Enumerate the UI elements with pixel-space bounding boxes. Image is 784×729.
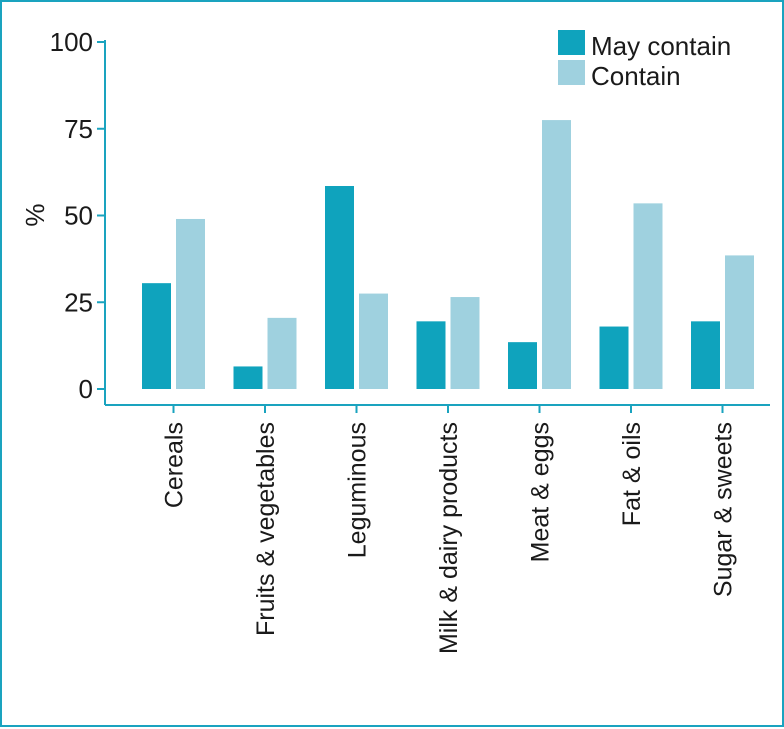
bar-contain [450,297,480,389]
bar-contain [542,120,571,389]
y-tick-label: 50 [64,201,93,231]
legend-label-may-contain: May contain [591,31,731,61]
bar-may-contain [508,342,537,389]
legend-swatch-contain [558,60,585,85]
bar-may-contain [691,321,720,389]
legend-label-contain: Contain [591,61,681,91]
category-label: Sugar & sweets [710,422,738,597]
y-tick-label: 75 [64,114,93,144]
legend-swatch-may-contain [558,30,585,55]
category-label: Milk & dairy products [435,422,463,654]
bar-may-contain [142,283,171,389]
category-labels: Cereals Fruits & vegetables Leguminous Milk… [161,422,738,654]
bar-contain [267,317,297,389]
bar-contain [633,203,663,389]
y-ticks: 0 25 50 75 100 [50,27,105,404]
category-label: Meat & eggs [527,422,555,562]
bar-may-contain [416,321,446,389]
y-axis-title: % [20,203,50,226]
bars [142,120,754,389]
category-label: Fruits & vegetables [252,422,280,636]
axes [104,40,770,413]
category-label: Fat & oils [618,422,646,526]
category-label: Cereals [161,422,189,508]
bar-contain [359,293,388,389]
y-tick-label: 25 [64,287,93,317]
bar-may-contain [599,326,629,389]
bar-may-contain [325,186,354,389]
category-label: Leguminous [344,422,372,558]
y-tick-label: 0 [79,374,93,404]
bar-may-contain [233,366,263,389]
y-tick-label: 100 [50,27,93,57]
bar-contain [725,255,754,389]
bar-contain [176,218,205,389]
legend: May contain Contain [558,30,731,91]
